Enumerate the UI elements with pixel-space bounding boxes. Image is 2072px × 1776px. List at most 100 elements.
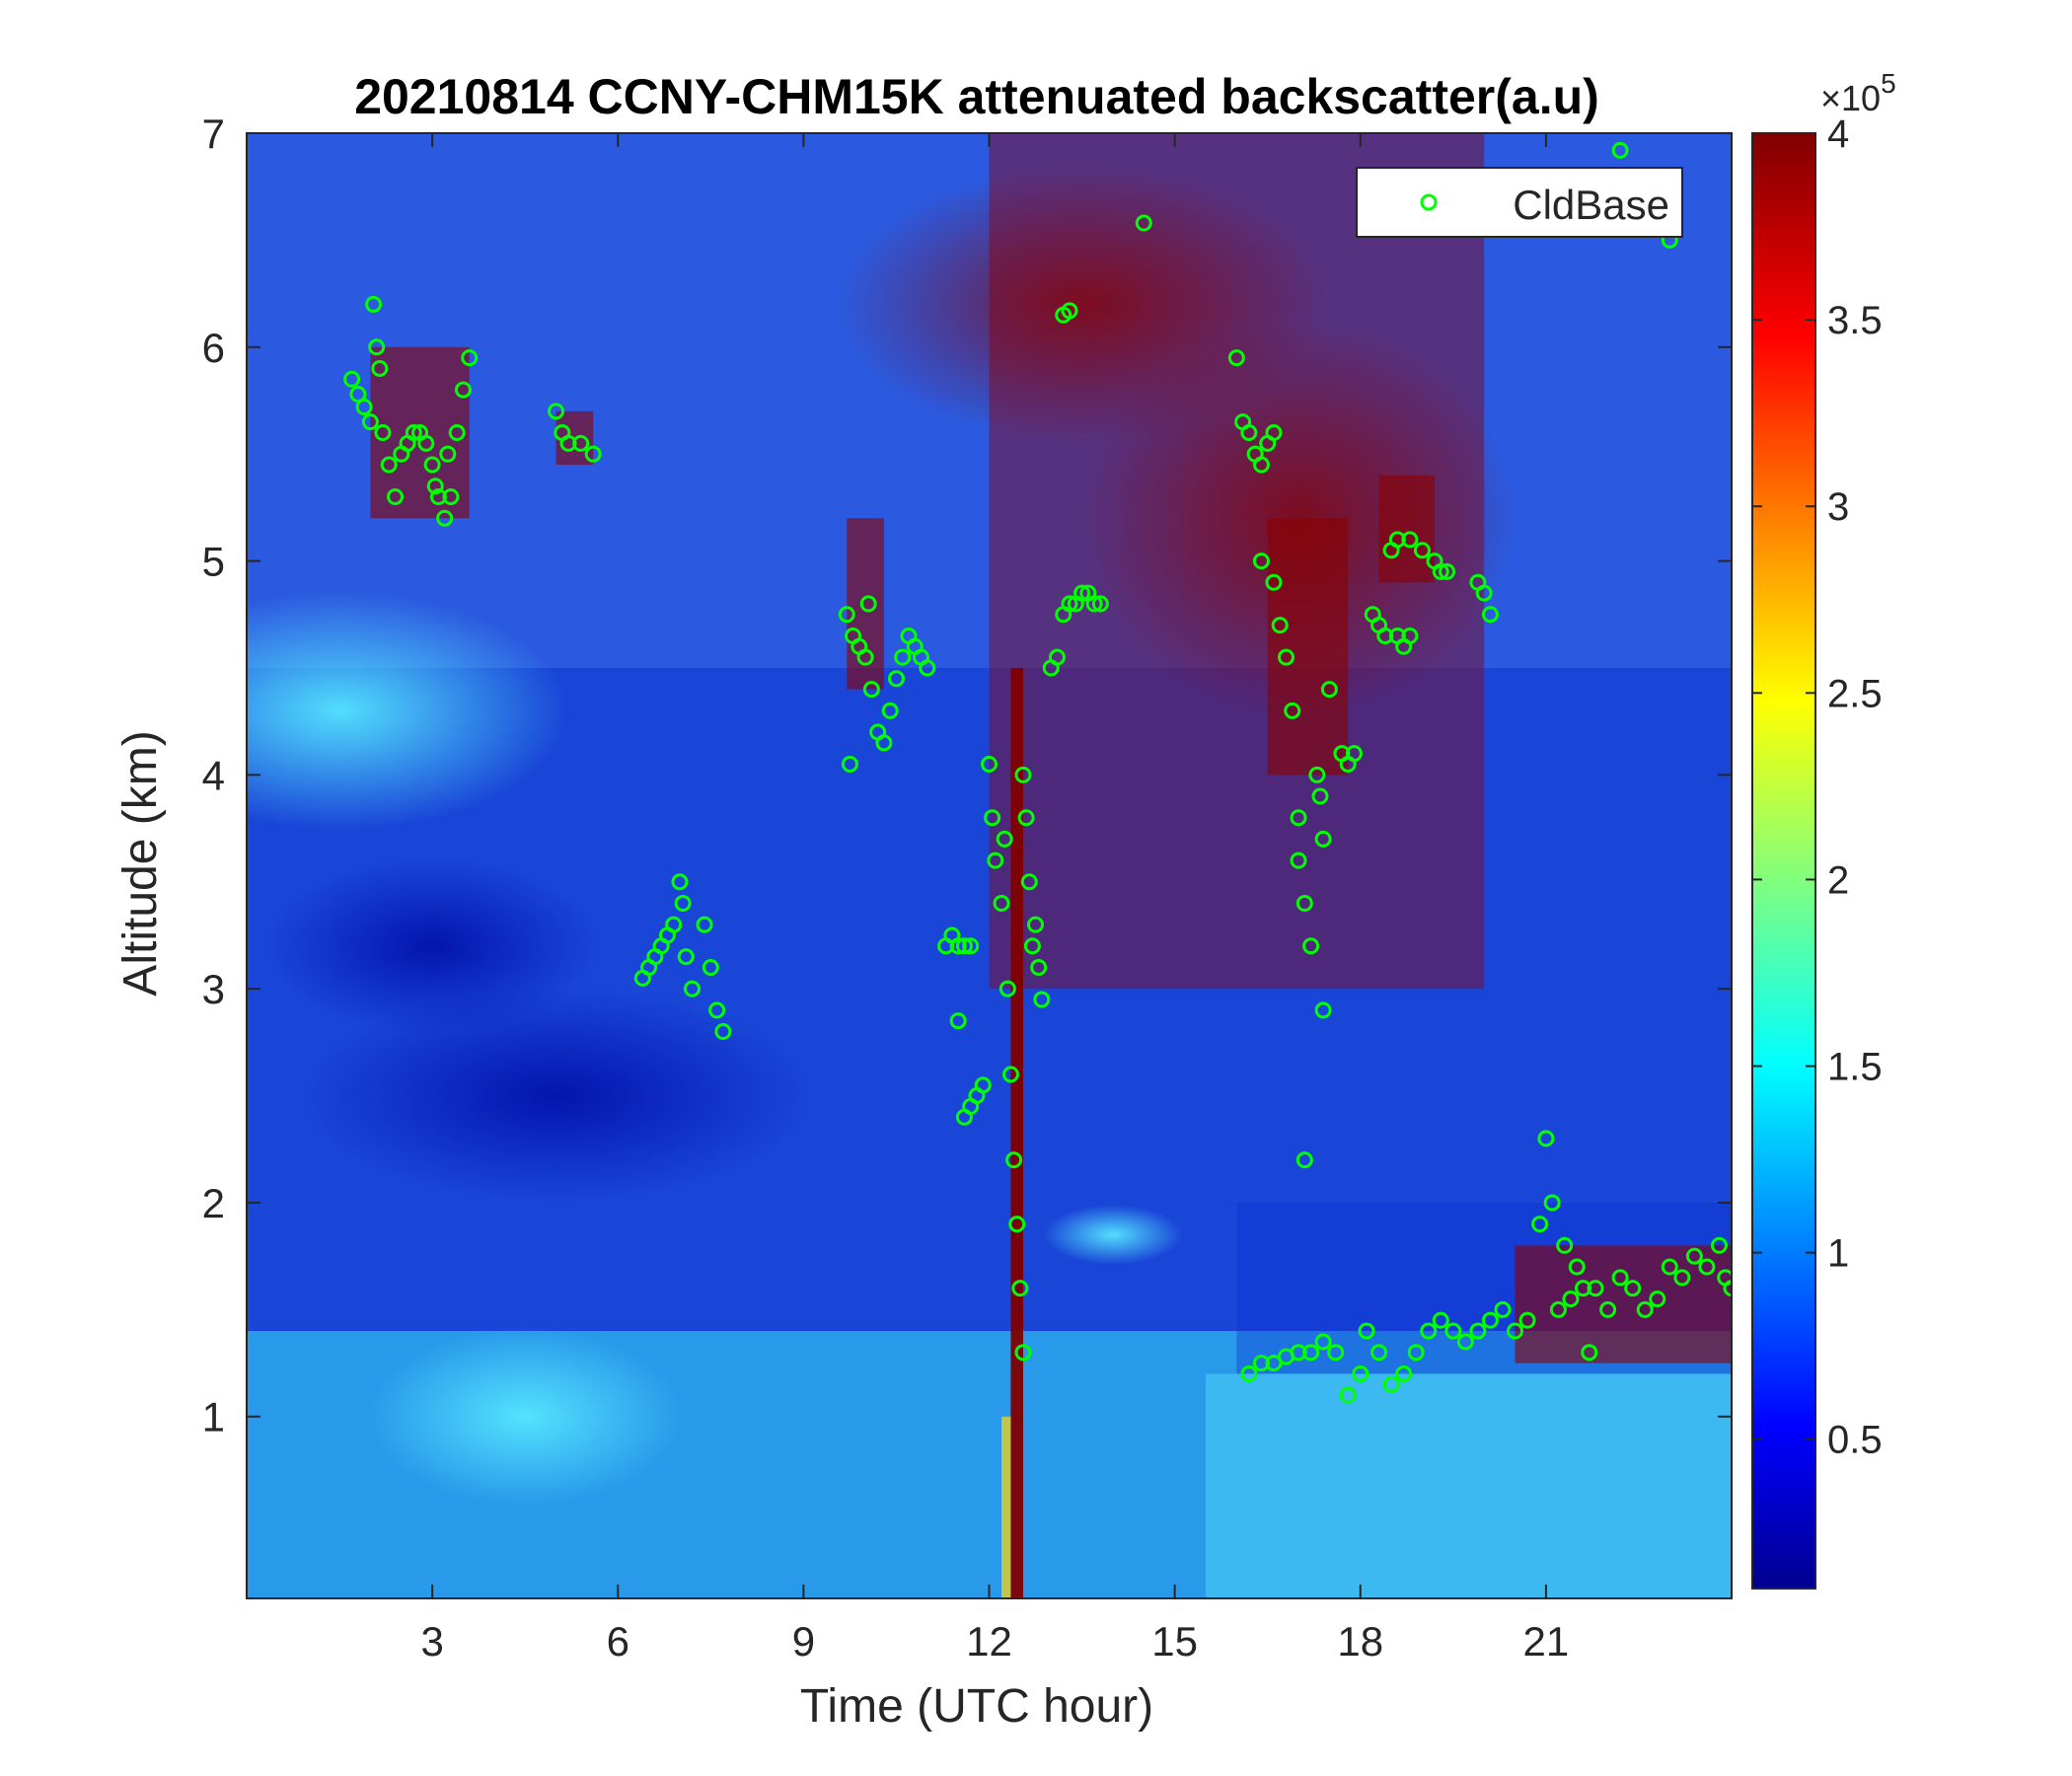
cldbase-marker bbox=[955, 937, 973, 955]
legend-box bbox=[1356, 167, 1683, 238]
cloud-patch bbox=[1267, 518, 1349, 776]
cldbase-marker bbox=[423, 456, 441, 474]
y-tick-label: 5 bbox=[202, 539, 225, 585]
cldbase-marker bbox=[671, 873, 689, 891]
cldbase-marker bbox=[1673, 1269, 1691, 1287]
cldbase-marker bbox=[1005, 1151, 1023, 1169]
y-axis-label: Altitude (km) bbox=[114, 730, 167, 996]
cldbase-marker bbox=[875, 734, 893, 752]
cldbase-marker bbox=[981, 756, 998, 774]
cldbase-marker bbox=[1023, 937, 1041, 955]
cldbase-marker bbox=[1278, 648, 1295, 666]
cldbase-marker bbox=[1073, 584, 1091, 602]
chart-title: 20210814 CCNY-CHM15K attenuated backscat… bbox=[354, 69, 1599, 124]
cldbase-marker bbox=[1314, 1001, 1332, 1019]
cldbase-marker bbox=[371, 359, 389, 377]
cldbase-marker bbox=[361, 413, 379, 431]
cldbase-marker bbox=[1358, 1322, 1375, 1340]
cloud-patch bbox=[1515, 1245, 1732, 1364]
cldbase-marker bbox=[1382, 1375, 1400, 1393]
cldbase-series bbox=[343, 141, 1732, 1404]
cldbase-marker bbox=[1531, 1216, 1549, 1233]
colorbar-multiplier-base: ×10 bbox=[1820, 78, 1881, 118]
cldbase-marker bbox=[1091, 595, 1109, 613]
cldbase-marker bbox=[1295, 894, 1313, 912]
cldbase-marker bbox=[439, 445, 457, 463]
cldbase-marker bbox=[355, 398, 373, 415]
cldbase-marker bbox=[665, 916, 683, 933]
cldbase-marker bbox=[974, 1076, 992, 1094]
cldbase-marker bbox=[1014, 766, 1032, 783]
cloud-patch bbox=[1378, 475, 1435, 583]
cldbase-marker bbox=[1636, 1300, 1654, 1318]
cldbase-marker bbox=[1265, 1355, 1283, 1372]
cldbase-marker bbox=[1444, 1322, 1462, 1340]
y-tick-label: 7 bbox=[202, 111, 225, 157]
cldbase-marker bbox=[1027, 916, 1045, 933]
cldbase-marker bbox=[996, 830, 1013, 848]
cldbase-marker bbox=[1568, 1258, 1586, 1276]
cldbase-marker bbox=[1271, 617, 1289, 634]
cldbase-marker bbox=[1302, 1344, 1320, 1362]
cldbase-marker bbox=[1685, 1247, 1703, 1265]
cldbase-marker bbox=[1314, 830, 1332, 848]
cldbase-marker bbox=[417, 434, 435, 452]
cldbase-marker bbox=[548, 403, 565, 420]
cldbase-marker bbox=[426, 478, 444, 495]
cldbase-marker bbox=[380, 456, 398, 474]
cldbase-marker bbox=[1537, 1130, 1555, 1147]
cldbase-marker bbox=[887, 670, 905, 688]
cldbase-marker bbox=[1494, 1300, 1512, 1318]
cldbase-marker bbox=[1008, 1216, 1026, 1233]
cldbase-marker bbox=[1710, 1236, 1728, 1254]
y-tick-label: 2 bbox=[202, 1180, 225, 1226]
cldbase-marker bbox=[454, 381, 472, 399]
cldbase-marker bbox=[387, 488, 404, 506]
cldbase-marker bbox=[1302, 937, 1320, 955]
cldbase-marker bbox=[1339, 1386, 1357, 1404]
cldbase-marker bbox=[999, 980, 1016, 998]
cldbase-marker bbox=[1611, 1269, 1629, 1287]
colorbar-ticks: 0.5 1 1.5 2 2.5 3 3.5 4 bbox=[1752, 112, 1883, 1462]
cldbase-marker bbox=[856, 648, 874, 666]
cldbase-marker bbox=[1085, 595, 1103, 613]
cldbase-marker bbox=[894, 648, 912, 666]
cldbase-marker bbox=[984, 809, 1001, 827]
cldbase-marker bbox=[1556, 1236, 1574, 1254]
cldbase-marker bbox=[1370, 1344, 1388, 1362]
cldbase-marker bbox=[1469, 1322, 1487, 1340]
cldbase-marker bbox=[1030, 958, 1048, 976]
cldbase-marker bbox=[1290, 809, 1307, 827]
cldbase-marker bbox=[461, 349, 479, 367]
cldbase-marker bbox=[862, 681, 880, 699]
aerosol-plume bbox=[367, 1327, 684, 1506]
cldbase-marker bbox=[1017, 809, 1035, 827]
cldbase-marker bbox=[1327, 1344, 1345, 1362]
colorbar-tick-label: 4 bbox=[1827, 112, 1849, 156]
colorbar-tick-label: 2.5 bbox=[1827, 672, 1883, 715]
cldbase-marker bbox=[1481, 606, 1499, 624]
cldbase-marker bbox=[1265, 424, 1283, 442]
cldbase-marker bbox=[1314, 1333, 1332, 1351]
cldbase-marker bbox=[1543, 1194, 1561, 1212]
cldbase-marker bbox=[674, 894, 692, 912]
cldbase-marker bbox=[1624, 1280, 1642, 1297]
cldbase-marker bbox=[841, 756, 858, 774]
cldbase-marker bbox=[708, 1001, 726, 1019]
afternoon-boundary-layer bbox=[1205, 1373, 1732, 1598]
cldbase-marker bbox=[1661, 1258, 1678, 1276]
colorbar-multiplier-exponent: 5 bbox=[1881, 68, 1896, 99]
cldbase-marker bbox=[1698, 1258, 1716, 1276]
cldbase-marker bbox=[1432, 1311, 1449, 1329]
cldbase-marker bbox=[1518, 1311, 1536, 1329]
cldbase-marker bbox=[949, 1012, 967, 1030]
cldbase-marker bbox=[1401, 531, 1419, 549]
cloud-column-edge bbox=[1001, 1416, 1011, 1598]
x-tick-label: 15 bbox=[1151, 1618, 1198, 1665]
cldbase-marker bbox=[1020, 873, 1038, 891]
colorbar-multiplier: ×105 bbox=[1820, 68, 1896, 118]
cldbase-marker bbox=[1295, 1151, 1313, 1169]
cldbase-marker bbox=[838, 606, 855, 624]
cldbase-marker bbox=[1311, 787, 1329, 805]
colorbar-tick-label: 1 bbox=[1827, 1232, 1849, 1276]
